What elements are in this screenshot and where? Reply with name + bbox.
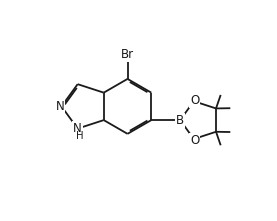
Text: Br: Br [121,48,134,61]
Text: O: O [190,94,199,107]
Text: O: O [190,133,199,147]
Text: H: H [76,131,83,141]
Text: N: N [73,122,82,135]
Text: B: B [176,114,184,127]
Text: N: N [56,100,65,113]
